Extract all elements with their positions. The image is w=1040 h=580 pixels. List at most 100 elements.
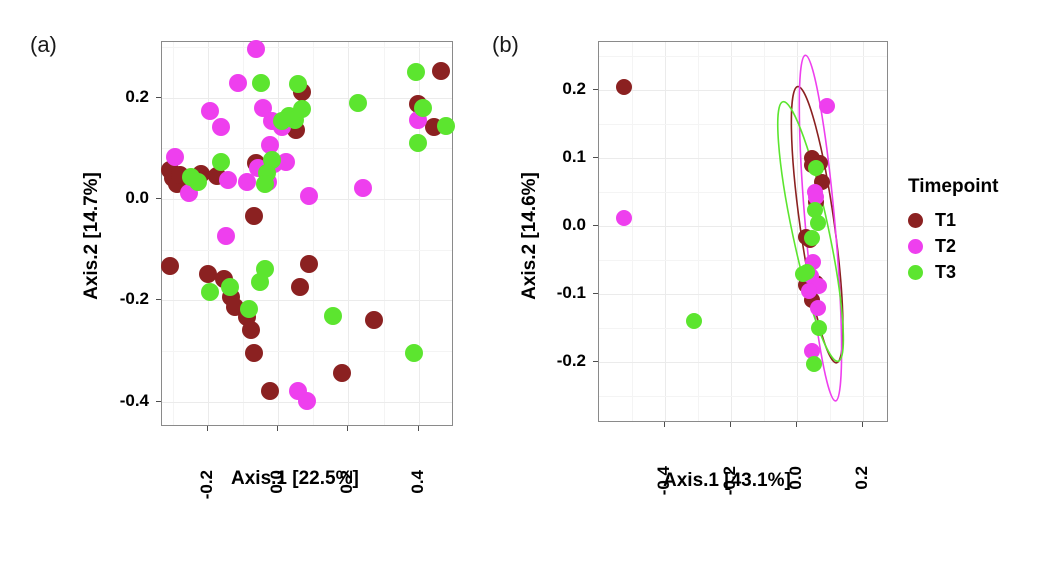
legend-key-t1-icon <box>908 212 923 228</box>
gridline-y-major <box>599 361 887 363</box>
data-point-t3 <box>414 98 433 117</box>
legend: Timepoint T1 T2 T3 <box>908 176 998 285</box>
data-point-t3 <box>255 174 274 193</box>
y-tick <box>156 299 161 301</box>
data-point-t3 <box>220 277 239 296</box>
panel-a-y-axis-title: Axis.2 [14.7%] <box>81 172 102 300</box>
panel-b-plot-area <box>598 41 888 422</box>
data-point-t1 <box>290 277 309 296</box>
data-point-t3 <box>408 134 427 153</box>
data-point-t1 <box>431 62 450 81</box>
data-point-t3 <box>349 93 367 112</box>
data-point-t3 <box>289 75 308 94</box>
x-tick <box>277 426 279 431</box>
y-tick <box>593 360 598 362</box>
data-point-t2 <box>819 97 836 114</box>
data-point-t2 <box>354 178 373 197</box>
gridline-x-major <box>348 42 350 425</box>
legend-key-t2-icon <box>908 238 923 254</box>
legend-item-t1[interactable]: T1 <box>908 207 998 233</box>
data-point-t3 <box>292 100 311 119</box>
gridline-x-minor <box>313 42 315 425</box>
data-point-t1 <box>245 343 264 362</box>
data-point-t2 <box>800 283 817 300</box>
gridline-y-minor <box>162 249 452 251</box>
data-point-t1 <box>299 254 318 273</box>
y-tick <box>593 88 598 90</box>
data-point-t2 <box>238 172 257 191</box>
data-point-t2 <box>229 73 248 92</box>
y-tick-label: 0.1 <box>562 146 586 166</box>
data-point-t1 <box>261 381 280 400</box>
gridline-y-major <box>599 293 887 295</box>
data-point-t1 <box>241 320 260 339</box>
gridline-y-minor <box>599 123 887 125</box>
data-point-t1 <box>333 363 352 382</box>
data-point-t2 <box>246 39 265 58</box>
legend-item-t2[interactable]: T2 <box>908 233 998 259</box>
panel-b-x-axis-title: Axis.1 [43.1%] <box>663 470 791 491</box>
data-point-t3 <box>262 151 281 170</box>
x-tick <box>347 426 349 431</box>
data-point-t3 <box>806 201 823 218</box>
data-point-t3 <box>805 356 822 373</box>
data-point-t2 <box>616 209 633 226</box>
data-point-t2 <box>810 299 827 316</box>
y-tick-label: -0.2 <box>119 289 149 309</box>
data-point-t3 <box>405 343 424 362</box>
y-tick-label: 0.0 <box>562 214 586 234</box>
gridline-x-major <box>278 42 280 425</box>
data-point-t3 <box>188 172 207 191</box>
panel-a-tag: (a) <box>30 32 57 57</box>
x-tick <box>417 426 419 431</box>
x-tick <box>795 422 797 427</box>
legend-item-t3[interactable]: T3 <box>908 259 998 285</box>
x-tick-label: 0.4 <box>407 470 427 494</box>
data-point-t3 <box>436 116 455 135</box>
y-tick <box>156 96 161 98</box>
data-point-t2 <box>218 171 237 190</box>
data-point-t1 <box>199 265 218 284</box>
y-tick <box>593 156 598 158</box>
data-point-t1 <box>245 206 264 225</box>
legend-items: T1 T2 T3 <box>908 207 998 285</box>
y-tick-label: 0.0 <box>125 188 149 208</box>
gridline-x-major <box>730 42 732 421</box>
panel-b-y-axis-title: Axis.2 [14.6%] <box>519 172 540 300</box>
data-point-t2 <box>289 381 308 400</box>
gridline-y-minor <box>599 327 887 329</box>
data-point-t2 <box>299 186 318 205</box>
gridline-x-minor <box>383 42 385 425</box>
y-tick-label: -0.1 <box>556 282 586 302</box>
gridline-y-minor <box>599 259 887 261</box>
data-point-t3 <box>273 112 292 131</box>
gridline-y-major <box>162 300 452 302</box>
data-point-t3 <box>407 63 426 82</box>
gridline-y-major <box>599 225 887 227</box>
x-tick <box>729 422 731 427</box>
data-point-t2 <box>217 227 236 246</box>
data-point-t3 <box>250 272 269 291</box>
panel-a-x-axis-title: Axis.1 [22.5%] <box>231 468 359 489</box>
gridline-y-major <box>599 89 887 91</box>
data-point-t2 <box>803 342 820 359</box>
gridline-x-major <box>207 42 209 425</box>
data-point-t3 <box>808 160 825 177</box>
y-tick-label: -0.2 <box>556 350 586 370</box>
data-point-t3 <box>810 320 827 337</box>
data-point-t2 <box>276 152 295 171</box>
gridline-x-major <box>418 42 420 425</box>
data-point-t3 <box>239 300 258 319</box>
gridline-x-major <box>664 42 666 421</box>
y-tick-label: 0.2 <box>125 86 149 106</box>
y-tick-label: -0.4 <box>119 390 149 410</box>
y-tick <box>156 400 161 402</box>
gridline-y-minor <box>599 55 887 57</box>
data-point-t2 <box>166 147 185 166</box>
gridline-x-major <box>796 42 798 421</box>
y-tick-label: 0.2 <box>562 78 586 98</box>
y-tick <box>593 292 598 294</box>
gridline-x-minor <box>631 42 633 421</box>
y-tick <box>593 224 598 226</box>
y-tick <box>156 198 161 200</box>
